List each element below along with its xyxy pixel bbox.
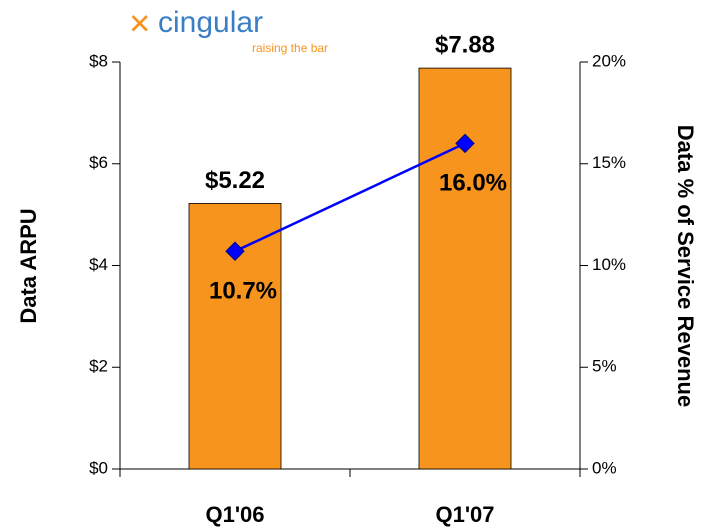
y-tick-label: $0	[89, 458, 108, 477]
line-value-label: 10.7%	[209, 278, 277, 305]
x-tick-label: Q1'06	[205, 502, 264, 527]
y2-tick-label: 15%	[592, 153, 626, 172]
y2-tick-label: 0%	[592, 458, 617, 477]
line	[234, 142, 466, 253]
logo: ✕ cingular raising the bar	[128, 6, 328, 55]
line-value-label: 16.0%	[439, 170, 507, 197]
bar-value-label: $5.22	[205, 167, 265, 194]
line-marker	[455, 133, 475, 154]
y-tick-label: $2	[89, 357, 108, 376]
logo-name: cingular	[158, 6, 263, 39]
y2-tick-label: 5%	[592, 357, 617, 376]
y2-tick-label: 10%	[592, 255, 626, 274]
bar	[418, 67, 512, 470]
x-tick-label: Q1'07	[435, 502, 494, 527]
y2-tick-label: 20%	[592, 51, 626, 70]
bar-value-label: $7.88	[435, 31, 495, 58]
logo-tagline: raising the bar	[252, 41, 328, 55]
y-axis-title: Data ARPU	[16, 208, 41, 323]
y-tick-label: $6	[89, 153, 108, 172]
y-tick-label: $8	[89, 51, 108, 70]
logo-mark: ✕	[128, 8, 151, 39]
y2-axis-title: Data % of Service Revenue	[673, 125, 698, 407]
y-tick-label: $4	[89, 255, 108, 274]
line-marker	[225, 241, 245, 261]
